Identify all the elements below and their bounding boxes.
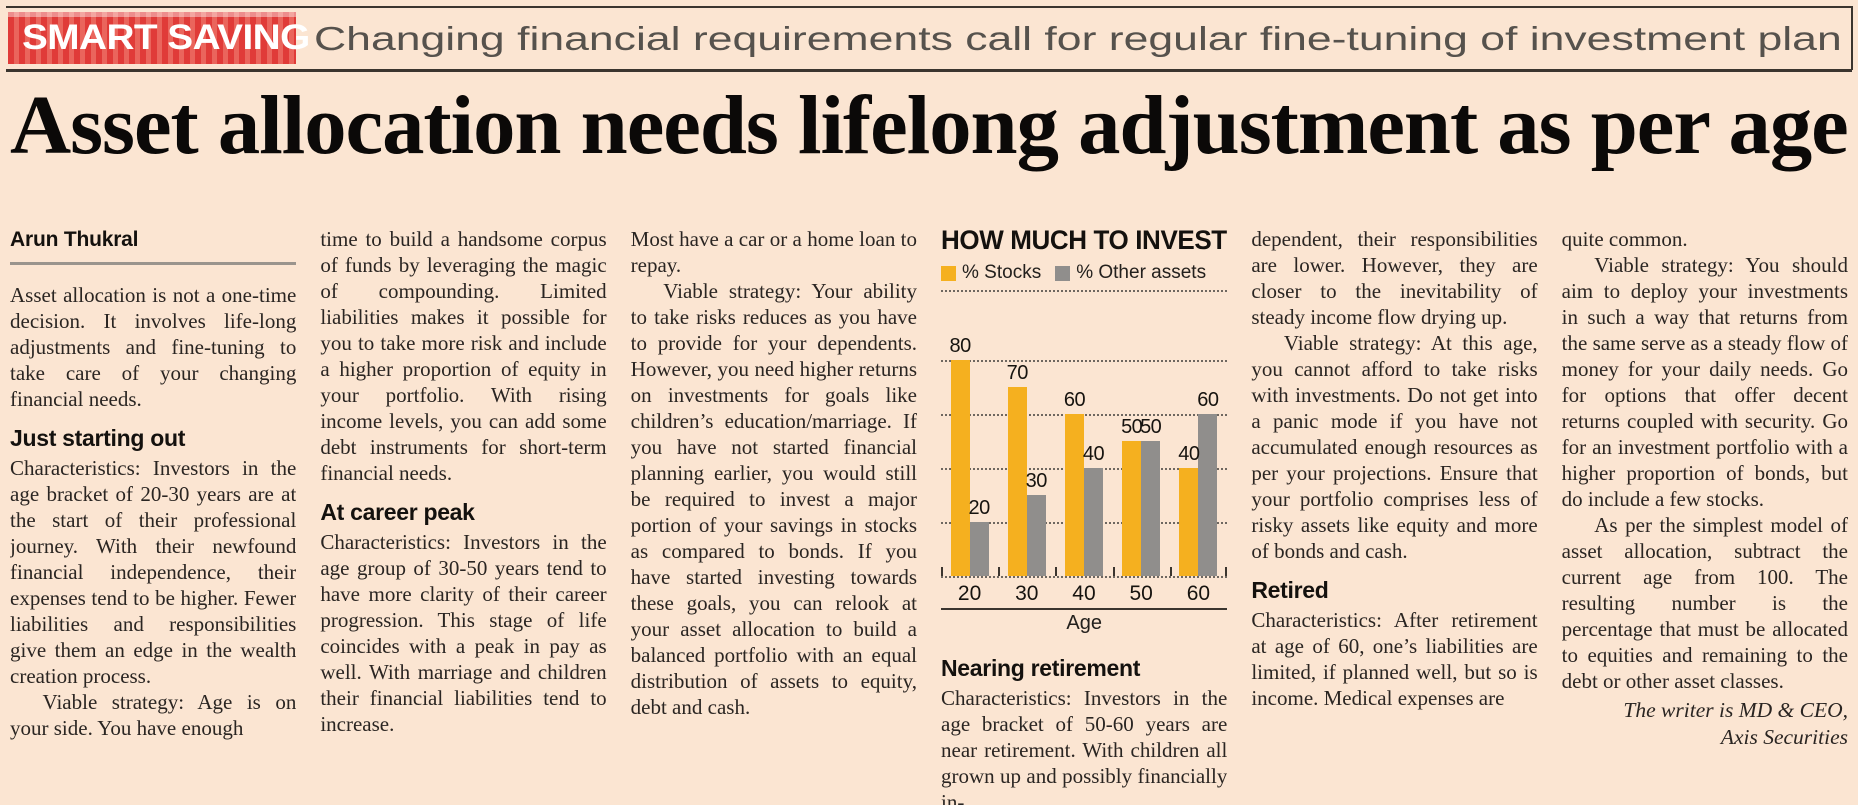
axis-tick	[1169, 567, 1172, 577]
bar-value-label: 50	[1121, 416, 1143, 439]
banner-subtitle-wrap: Changing financial requirements call for…	[314, 14, 1842, 64]
chart-legend: % Stocks % Other assets	[941, 262, 1227, 284]
bar-value-label: 40	[1178, 443, 1200, 466]
chart-title-text: HOW MUCH TO INVEST	[941, 226, 1227, 255]
article-column: Most have a car or a home loan to repay.…	[631, 226, 917, 805]
invest-chart: HOW MUCH TO INVEST % Stocks % Other asse…	[941, 226, 1228, 635]
x-axis-line	[941, 608, 1228, 611]
gridline	[941, 360, 1228, 363]
article-column: time to build a handsome corpus of funds…	[320, 226, 606, 805]
bar-value-label: 60	[1197, 389, 1219, 412]
axis-tick	[1112, 567, 1115, 577]
legend-rule	[941, 290, 1228, 293]
stocks-legend-swatch	[941, 265, 956, 281]
chart-title: HOW MUCH TO INVEST	[941, 226, 1227, 254]
other-assets-bar	[1198, 414, 1218, 577]
stocks-bar	[1122, 441, 1142, 577]
age-tick-label: 20	[957, 582, 982, 606]
bar-value-label: 80	[949, 335, 971, 358]
stocks-bar	[950, 360, 970, 577]
axis-tick	[941, 567, 943, 577]
headline: Asset allocation needs lifelong adjustme…	[10, 72, 1848, 180]
axis-tick	[1225, 567, 1227, 577]
byline: Arun Thukral	[10, 228, 139, 251]
article-column: Arun Thukral Asset allocation is not a on…	[10, 226, 297, 805]
paragraph: As per the simplest model of asset alloc…	[1561, 513, 1848, 693]
other-assets-bar	[1141, 441, 1161, 577]
paragraph: Viable strategy: Your ability to take ri…	[630, 279, 917, 719]
age-tick-label: 40	[1072, 582, 1096, 606]
stocks-bar	[1065, 414, 1084, 577]
bar-value-label: 60	[1063, 389, 1086, 412]
section-banner: SMART SAVING Changing financial requirem…	[6, 0, 1853, 72]
bar-value-label: 20	[968, 497, 990, 520]
x-axis-title: Age	[1066, 612, 1102, 635]
other-assets-legend-swatch	[1055, 265, 1071, 281]
age-tick-label: 60	[1186, 582, 1211, 606]
chart-baseline	[941, 576, 1228, 579]
axis-tick	[1055, 567, 1058, 577]
paragraph: Most have a car or a home loan to repay.	[630, 227, 917, 277]
other-assets-bar	[1084, 468, 1103, 577]
other-assets-legend-label: % Other assets	[1076, 262, 1207, 284]
paragraph: dependent, their responsibilities are lo…	[1251, 227, 1538, 329]
bar-value-label: 30	[1025, 470, 1048, 493]
banner-top-rule	[6, 6, 1852, 8]
other-assets-bar	[1026, 495, 1046, 577]
paragraph: Characteristics: After retirement at age…	[1251, 608, 1538, 710]
paragraph: Viable strategy: Age is on your side. Yo…	[10, 690, 297, 740]
paragraph: Viable strategy: You should aim to deplo…	[1561, 253, 1848, 511]
gridline	[941, 414, 1228, 417]
bar-value-label: 70	[1006, 362, 1029, 385]
article-column: dependent, their responsibilities are lo…	[1251, 226, 1537, 805]
age-tick-label: 30	[1015, 582, 1039, 606]
section-heading: At career peak	[320, 499, 475, 525]
stocks-bar	[1179, 468, 1199, 577]
paragraph: Characteristics: Investors in the age gr…	[320, 530, 607, 736]
section-heading: Nearing retirement	[941, 655, 1141, 682]
paragraph: time to build a handsome corpus of funds…	[320, 227, 607, 485]
age-tick-label: 50	[1129, 582, 1153, 606]
badge-label: SMART SAVING	[22, 18, 310, 57]
article-column: quite common. Viable strategy: You should…	[1562, 226, 1848, 805]
paragraph: Characteristics: Investors in the age br…	[941, 686, 1228, 805]
chart-plot: 80 20 20 70 30 30 60 40 40 50 50 50 40 60 60	[941, 304, 1228, 606]
stocks-bar	[1007, 387, 1027, 577]
article-column: HOW MUCH TO INVEST % Stocks % Other asse…	[941, 226, 1228, 805]
paragraph: Asset allocation is not a one-time decis…	[10, 283, 297, 411]
stocks-legend-label: % Stocks	[962, 262, 1042, 284]
other-assets-bar	[969, 522, 989, 577]
writer-credit: The writer is MD & CEO, Axis Securities	[1623, 698, 1848, 749]
byline-rule	[10, 262, 297, 265]
section-heading: Just starting out	[10, 425, 186, 451]
paragraph: Characteristics: Investors in the age br…	[10, 456, 297, 688]
paragraph: Viable strategy: At this age, you cannot…	[1251, 331, 1538, 563]
paragraph: quite common.	[1561, 227, 1688, 251]
smart-saving-badge: SMART SAVING	[8, 12, 310, 64]
bar-value-label: 50	[1140, 416, 1162, 439]
headline-text: Asset allocation needs lifelong adjustme…	[10, 79, 1848, 172]
banner-subtitle: Changing financial requirements call for…	[314, 20, 1842, 57]
bar-value-label: 40	[1082, 443, 1105, 466]
section-heading: Retired	[1251, 577, 1329, 603]
article-columns: Arun Thukral Asset allocation is not a on…	[0, 180, 1858, 805]
axis-tick	[998, 567, 1001, 577]
